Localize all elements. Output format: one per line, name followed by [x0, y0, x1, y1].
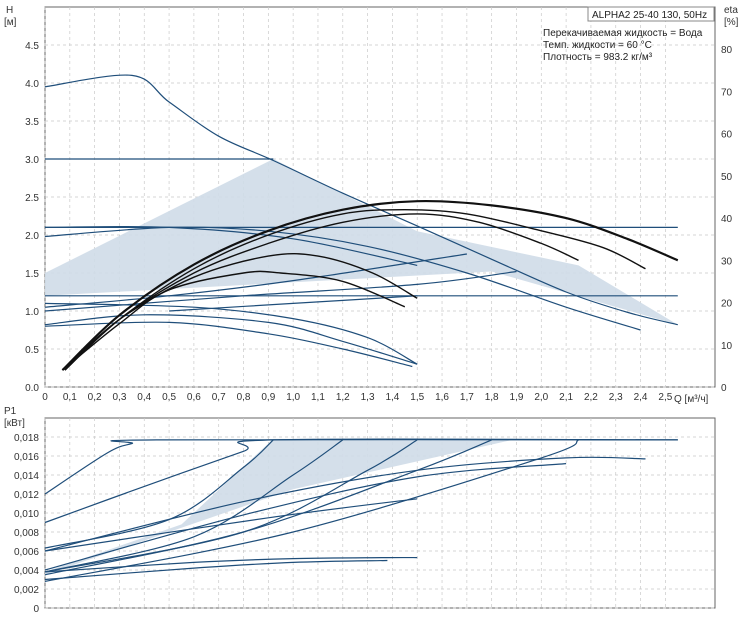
y2-tick-label: 60: [721, 130, 733, 141]
y2-tick-label: 10: [721, 341, 733, 352]
y2-tick-label: 0: [721, 383, 727, 394]
y-tick-label: 3.0: [25, 155, 39, 166]
p1-tick-label: 0,016: [14, 452, 39, 463]
y-tick-label: 3.5: [25, 117, 39, 128]
power-curve: [44, 438, 678, 524]
power-range-band: [45, 438, 517, 575]
p1-tick-label: 0,008: [14, 528, 39, 539]
setting-curve: [44, 253, 467, 308]
power-curve: [44, 556, 418, 573]
p1-tick-label: 0: [33, 604, 39, 615]
y-axis-label-p1: P1: [4, 406, 17, 417]
x-tick-label: 0,2: [88, 392, 102, 403]
efficiency-curve: [61, 253, 418, 371]
x-tick-label: 0,9: [261, 392, 275, 403]
head-curve: [44, 74, 678, 326]
x-tick-label: 0,1: [63, 392, 77, 403]
y-axis-unit-h: [м]: [4, 17, 17, 28]
x-tick-label: 2,1: [559, 392, 573, 403]
head-curve: [44, 225, 418, 266]
efficiency-curve: [64, 208, 646, 371]
x-tick-label: 2,3: [609, 392, 623, 403]
x-tick-label: 1,5: [410, 392, 424, 403]
x-tick-label: 1,0: [286, 392, 300, 403]
p1-tick-label: 0,002: [14, 585, 39, 596]
x-tick-label: 1,6: [435, 392, 449, 403]
y-tick-label: 0.5: [25, 345, 39, 356]
head-efficiency-panel: 0 0,1 0,2 0,3 0,4 0,5 0,6 0,7 0,8 0,9 1,0 1,1 1,2 1,3…: [25, 6, 733, 403]
p1-tick-label: 0,010: [14, 509, 39, 520]
power-curve: [44, 439, 492, 576]
x-tick-label: 0,3: [112, 392, 126, 403]
y-tick-label: 0.0: [25, 383, 39, 394]
power-curve: [44, 439, 418, 573]
x-tick-label: 1,8: [485, 392, 499, 403]
y-axis-label-h: H: [6, 5, 13, 16]
y-tick-label: 1.5: [25, 269, 39, 280]
p1-tick-label: 0,018: [14, 433, 39, 444]
x-tick-label: 1,1: [311, 392, 325, 403]
power-curve: [44, 498, 418, 552]
x-tick-label: 2,0: [534, 392, 548, 403]
y-axis-unit-p1: [кВт]: [4, 418, 25, 429]
y2-tick-label: 20: [721, 299, 733, 310]
p1-tick-label: 0,012: [14, 490, 39, 501]
info-temperature: Темп. жидкости = 60 °C: [543, 40, 652, 51]
y2-axis-label-eta: eta: [724, 5, 738, 16]
x-tick-label: 2,4: [634, 392, 648, 403]
power-curve: [44, 439, 579, 582]
x-tick-label: 2,2: [584, 392, 598, 403]
power-curve: [44, 463, 567, 571]
efficiency-curve: [61, 199, 679, 371]
chart-labels: H [м] eta [%] Q [м³/ч] P1 [кВт] ALPHA2 2…: [4, 5, 739, 429]
y-tick-label: 4.0: [25, 79, 39, 90]
efficiency-curve: [61, 270, 406, 371]
y2-axis-unit-eta: [%]: [724, 17, 739, 28]
plot-area-top: [44, 6, 716, 388]
y-tick-label: 2.5: [25, 193, 39, 204]
x-tick-label: 0: [42, 392, 48, 403]
x-axis-label: Q [м³/ч]: [674, 394, 709, 405]
power-curve: [44, 559, 388, 581]
title-box: [587, 6, 715, 22]
y-tick-label: 4.5: [25, 41, 39, 52]
power-curve: [44, 439, 344, 573]
y-tick-label: 1.0: [25, 307, 39, 318]
y2-tick-label: 70: [721, 87, 733, 98]
x-tick-label: 1,7: [460, 392, 474, 403]
y-tick-label: 2.0: [25, 231, 39, 242]
info-density: Плотность = 983.2 кг/м³: [543, 52, 653, 63]
y2-tick-label: 50: [721, 172, 733, 183]
p1-tick-label: 0,014: [14, 471, 39, 482]
setting-curve: [44, 270, 517, 312]
p1-tick-label: 0,006: [14, 547, 39, 558]
chart-title: ALPHA2 25-40 130, 50Hz: [592, 10, 707, 21]
power-curve: [44, 456, 646, 552]
p1-tick-label: 0,004: [14, 566, 39, 577]
x-tick-label: 0,7: [212, 392, 226, 403]
x-tick-label: 2,5: [658, 392, 672, 403]
x-tick-label: 1,4: [385, 392, 399, 403]
y2-tick-label: 30: [721, 256, 733, 267]
x-tick-label: 0,8: [237, 392, 251, 403]
x-tick-label: 0,6: [187, 392, 201, 403]
x-tick-label: 1,3: [361, 392, 375, 403]
head-curve: [44, 314, 418, 365]
y2-tick-label: 80: [721, 45, 733, 56]
x-tick-label: 1,9: [510, 392, 524, 403]
x-tick-label: 1,2: [336, 392, 350, 403]
setting-curve: [169, 295, 418, 312]
operating-range-band: [45, 159, 678, 325]
info-liquid: Перекачиваемая жидкость = Вода: [543, 28, 703, 39]
y2-tick-label: 40: [721, 214, 733, 225]
x-tick-label: 0,5: [162, 392, 176, 403]
power-panel: 0 0,002 0,004 0,006 0,008 0,010 0,012 0,014 0,01…: [14, 417, 716, 615]
x-tick-label: 0,4: [137, 392, 151, 403]
